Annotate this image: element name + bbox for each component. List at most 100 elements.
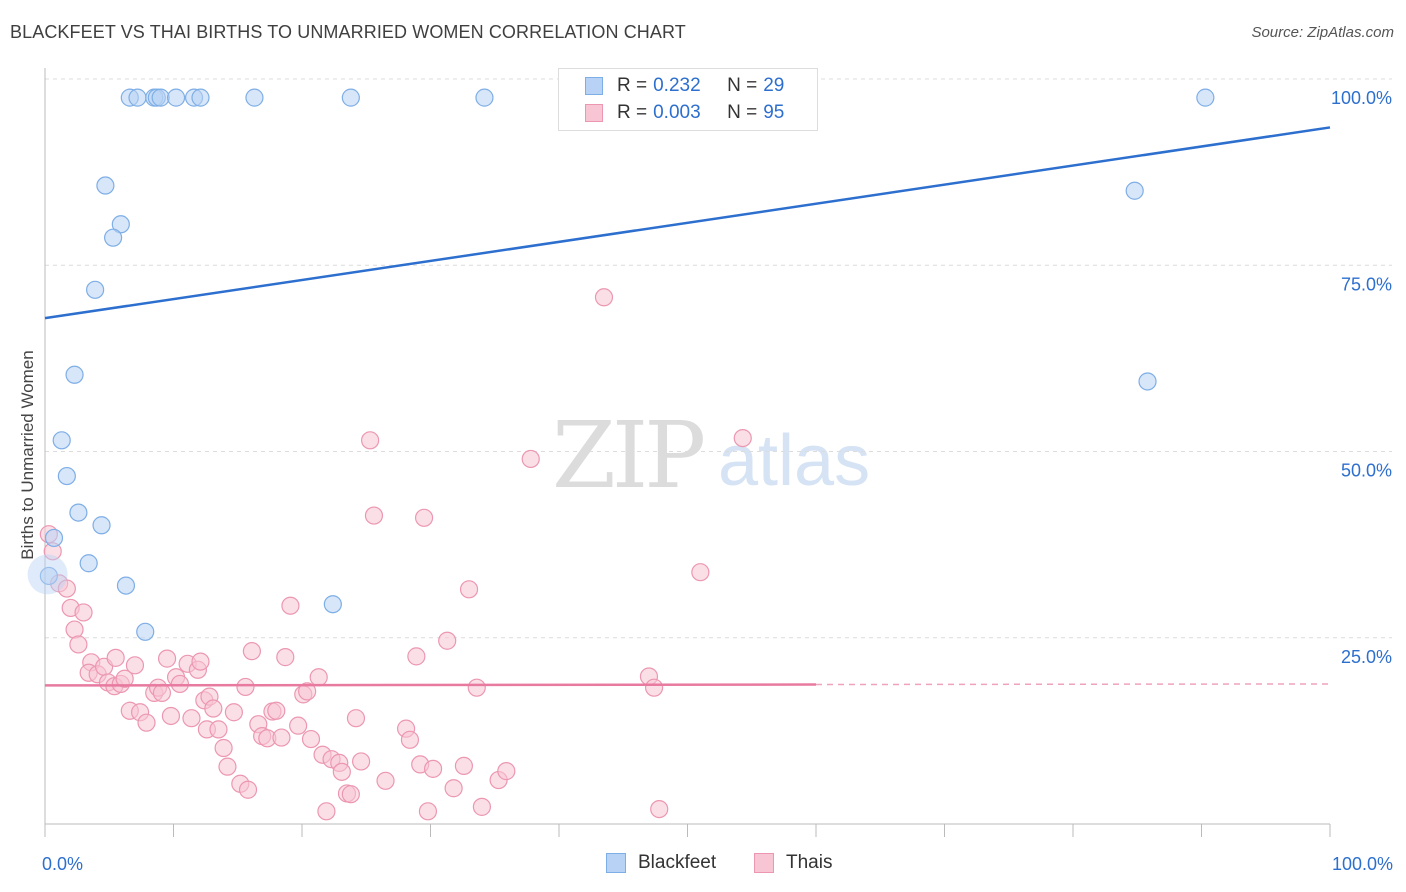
blackfeet-point xyxy=(475,88,494,107)
y-tick-label: 50.0% xyxy=(1341,461,1392,481)
blackfeet-point xyxy=(79,554,98,573)
legend-r-value: 0.003 xyxy=(653,102,701,123)
thais-point xyxy=(281,596,300,615)
blackfeet-point xyxy=(323,595,342,614)
blackfeet-point xyxy=(44,528,64,548)
x-tick-label: 100.0% xyxy=(1332,854,1393,874)
thais-point xyxy=(467,678,486,697)
blackfeet-point xyxy=(65,365,84,384)
thais-point xyxy=(444,779,463,798)
legend-r-value: 0.232 xyxy=(653,75,701,96)
legend-n-value: 95 xyxy=(763,102,785,123)
blackfeet-point xyxy=(136,622,155,641)
thais-point xyxy=(170,674,190,694)
blackfeet-point xyxy=(69,503,88,522)
legend-row-blackfeet: R = 0.232 N = 29 xyxy=(585,74,784,98)
thais-point xyxy=(152,683,172,702)
x-tick-label: 0.0% xyxy=(42,854,83,874)
legend-row-thais: R = 0.003 N = 95 xyxy=(585,101,784,125)
thais-point xyxy=(644,678,664,697)
thais-point xyxy=(459,580,479,599)
bottom-legend-swatch-blackfeet xyxy=(606,853,626,873)
blackfeet-point xyxy=(57,466,76,486)
chart-title: BLACKFEET VS THAI BIRTHS TO UNMARRIED WO… xyxy=(10,22,686,42)
legend-n-label: N = xyxy=(727,75,758,96)
blackfeet-point xyxy=(52,431,71,450)
thais-point xyxy=(376,771,395,790)
legend-n-label: N = xyxy=(727,102,758,123)
bottom-legend-thais: Thais xyxy=(754,852,832,874)
blackfeet-point xyxy=(104,228,123,247)
thais-point xyxy=(594,288,614,307)
blackfeet-point xyxy=(245,88,264,107)
thais-point xyxy=(361,431,380,450)
blackfeet-point xyxy=(166,88,186,107)
source-label: Source: ZipAtlas.com xyxy=(1251,24,1394,41)
thais-point xyxy=(472,797,491,816)
blackfeet-point xyxy=(128,88,147,107)
thais-point xyxy=(418,802,438,821)
thais-point xyxy=(161,706,181,726)
legend-swatch-thais xyxy=(585,104,603,122)
y-tick-label: 100.0% xyxy=(1331,88,1392,108)
legend-r-label: R = xyxy=(617,75,648,96)
blackfeet-point xyxy=(92,516,111,535)
blackfeet-point-large xyxy=(27,554,68,595)
thais-point xyxy=(115,669,134,688)
thais-point xyxy=(438,631,457,650)
thais-point xyxy=(57,579,76,598)
thais-point xyxy=(224,703,243,722)
thais-point xyxy=(236,677,255,697)
blackfeet-point xyxy=(111,215,130,234)
bottom-legend-swatch-thais xyxy=(754,853,774,873)
blackfeet-point xyxy=(116,576,136,595)
thais-point xyxy=(65,620,84,639)
thais-point xyxy=(497,762,516,781)
thais-point xyxy=(521,449,540,469)
thais-point xyxy=(157,649,177,668)
stats-legend: R = 0.232 N = 29 R = 0.003 N = 95 xyxy=(558,68,818,131)
thais-point xyxy=(106,648,125,667)
thais-point xyxy=(733,428,752,448)
thais-point xyxy=(364,506,384,525)
thais-point xyxy=(182,709,201,728)
thais-point xyxy=(238,780,258,799)
thais-point xyxy=(218,757,237,776)
thais-point xyxy=(352,752,371,771)
watermark-zip: ZIP xyxy=(552,402,706,509)
thais-point xyxy=(301,729,321,749)
thais-point xyxy=(242,642,261,661)
thais-point xyxy=(423,759,443,778)
thais-point xyxy=(204,699,223,718)
thais-point xyxy=(191,652,210,671)
y-tick-label: 25.0% xyxy=(1341,647,1392,667)
thais-point xyxy=(125,656,145,675)
thais-point xyxy=(650,799,669,819)
blackfeet-point xyxy=(191,88,210,107)
blackfeet-point xyxy=(1138,372,1157,391)
thais-point xyxy=(267,701,286,720)
blackfeet-point xyxy=(1125,181,1144,200)
thais-point xyxy=(74,603,93,622)
blackfeet-point xyxy=(86,280,105,299)
thais-point xyxy=(407,647,426,666)
thais-point xyxy=(289,716,308,735)
thais-point xyxy=(276,648,295,667)
thais-point xyxy=(400,730,420,749)
legend-n-value: 29 xyxy=(763,75,785,96)
blackfeet-point xyxy=(1196,88,1215,107)
thais-point xyxy=(414,508,434,527)
thais-point xyxy=(137,713,156,732)
thais-point xyxy=(341,785,360,804)
legend-r-label: R = xyxy=(617,102,648,123)
thais-point xyxy=(272,728,291,747)
legend-swatch-blackfeet xyxy=(585,77,603,95)
thais-point xyxy=(309,668,328,687)
thais-point xyxy=(346,709,366,728)
bottom-legend-label-blackfeet: Blackfeet xyxy=(638,852,717,873)
thais-point xyxy=(332,762,351,781)
blackfeet-point xyxy=(151,88,170,107)
thais-point xyxy=(69,635,88,654)
blackfeet-trend-line xyxy=(44,126,1331,320)
